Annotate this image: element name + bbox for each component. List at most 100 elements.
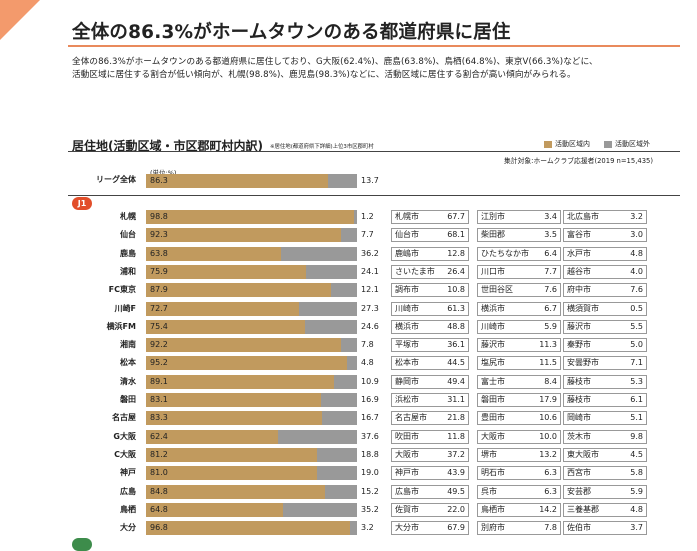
city-box: 堺市 13.2: [477, 447, 561, 462]
team-inside-value: 89.1: [150, 376, 168, 386]
team-label: 札幌: [120, 212, 136, 221]
city-percent: 6.3: [544, 486, 557, 496]
city-name: 静岡市: [395, 376, 419, 386]
city-percent: 5.1: [630, 413, 643, 423]
city-box: 富士市 8.4: [477, 374, 561, 389]
team-label: 鳥栖: [120, 504, 136, 514]
city-name: 広島市: [395, 486, 419, 496]
city-box: 藤沢市 11.3: [477, 338, 561, 353]
city-percent: 4.5: [630, 449, 643, 459]
city-box: 秦野市 5.0: [563, 338, 647, 353]
city-percent: 68.1: [447, 230, 465, 240]
team-outside-value: 16.9: [361, 395, 379, 404]
city-box: 藤枝市 6.1: [563, 393, 647, 407]
team-bar: 89.1: [146, 374, 357, 389]
team-bar: 84.8: [146, 484, 357, 499]
city-box: 川口市 7.7: [477, 264, 561, 279]
city-name: 富士市: [481, 376, 505, 386]
city-percent: 49.5: [447, 486, 465, 496]
team-outside-value: 18.8: [361, 449, 379, 459]
team-bar-inside: [146, 521, 351, 536]
city-name: 北広島市: [567, 212, 599, 221]
city-percent: 10.0: [539, 431, 557, 441]
city-box: 大阪市 37.2: [391, 447, 469, 462]
team-bar: 98.8: [146, 210, 357, 224]
team-bar-inside: [146, 264, 307, 279]
team-outside-value: 12.1: [361, 285, 379, 295]
team-bar-inside: [146, 447, 318, 462]
legend-item-outside: 活動区域外: [604, 139, 650, 149]
team-bar-inside: [146, 356, 347, 371]
city-percent: 5.5: [630, 321, 643, 331]
city-box: 札幌市 67.7: [391, 210, 469, 224]
city-box: 仙台市 68.1: [391, 228, 469, 243]
city-name: 川口市: [481, 266, 505, 276]
unit-label: (単位:%): [150, 169, 177, 177]
city-name: 大阪市: [481, 431, 505, 441]
city-name: 呉市: [481, 486, 497, 496]
city-box: 藤沢市 5.5: [563, 319, 647, 334]
team-outside-value: 24.1: [361, 266, 379, 276]
team-label: 仙台: [120, 230, 136, 240]
overall-inside-value: 86.3: [150, 176, 168, 185]
city-name: 富谷市: [567, 230, 591, 240]
city-percent: 3.7: [630, 523, 643, 533]
overall-bar-inside: [146, 174, 329, 188]
team-outside-value: 27.3: [361, 303, 379, 313]
league-badge: J1: [72, 197, 92, 210]
team-bar: 96.8: [146, 521, 357, 536]
city-box: 佐賀市 22.0: [391, 502, 469, 517]
team-label: C大阪: [114, 449, 136, 459]
city-box: 佐伯市 3.7: [563, 521, 647, 536]
team-inside-value: 62.4: [150, 431, 168, 441]
city-box: 塩尻市 11.5: [477, 356, 561, 371]
team-bar-inside: [146, 484, 325, 499]
city-box: 鹿嶋市 12.8: [391, 246, 469, 261]
city-percent: 17.9: [539, 395, 557, 404]
city-box: 豊田市 10.6: [477, 411, 561, 426]
sample-note: 集計対象:ホームクラブ応援者(2019 n=15,435): [504, 157, 653, 165]
city-name: 大分市: [395, 523, 419, 533]
city-percent: 5.8: [630, 468, 643, 478]
section-note: ※居住地(都道府県下詳細)上位3市区郡町村: [270, 144, 374, 150]
city-percent: 0.5: [630, 303, 643, 313]
city-percent: 10.6: [539, 413, 557, 423]
team-bar-inside: [146, 374, 334, 389]
city-box: 川崎市 5.9: [477, 319, 561, 334]
team-outside-value: 1.2: [361, 212, 374, 221]
team-outside-value: 36.2: [361, 248, 379, 258]
city-percent: 26.4: [447, 266, 465, 276]
team-label: 横浜FM: [106, 321, 136, 331]
legend-label-outside: 活動区域外: [615, 140, 650, 148]
team-label: 浦和: [120, 266, 136, 276]
city-percent: 5.9: [630, 486, 643, 496]
city-percent: 3.2: [630, 212, 643, 221]
team-inside-value: 84.8: [150, 486, 168, 496]
city-name: 仙台市: [395, 230, 419, 240]
team-label: 川崎F: [114, 303, 136, 313]
city-name: 岡崎市: [567, 413, 591, 423]
legend-item-inside: 活動区域内: [544, 139, 590, 149]
city-percent: 14.2: [539, 504, 557, 514]
city-percent: 6.1: [630, 395, 643, 404]
city-name: 秦野市: [567, 340, 591, 350]
team-outside-value: 7.7: [361, 230, 374, 240]
city-percent: 3.4: [544, 212, 557, 221]
team-label: 磐田: [120, 395, 136, 404]
team-inside-value: 83.3: [150, 413, 168, 423]
city-percent: 7.8: [544, 523, 557, 533]
city-percent: 7.1: [630, 358, 643, 368]
city-box: 柴田郡 3.5: [477, 228, 561, 243]
lead-text-line-2: 活動区域に居住する割合が低い傾向が、札幌(98.8%)、鹿児島(98.3%)など…: [72, 70, 576, 80]
city-box: 横須賀市 0.5: [563, 301, 647, 316]
city-name: 明石市: [481, 468, 505, 478]
city-name: 調布市: [395, 285, 419, 295]
team-inside-value: 87.9: [150, 285, 168, 295]
city-box: 神戸市 43.9: [391, 466, 469, 481]
team-bar: 62.4: [146, 429, 357, 444]
city-box: 横浜市 6.7: [477, 301, 561, 316]
team-bar: 92.2: [146, 338, 357, 353]
city-name: 松本市: [395, 358, 419, 368]
team-bar-inside: [146, 246, 281, 261]
team-bar: 63.8: [146, 246, 357, 261]
